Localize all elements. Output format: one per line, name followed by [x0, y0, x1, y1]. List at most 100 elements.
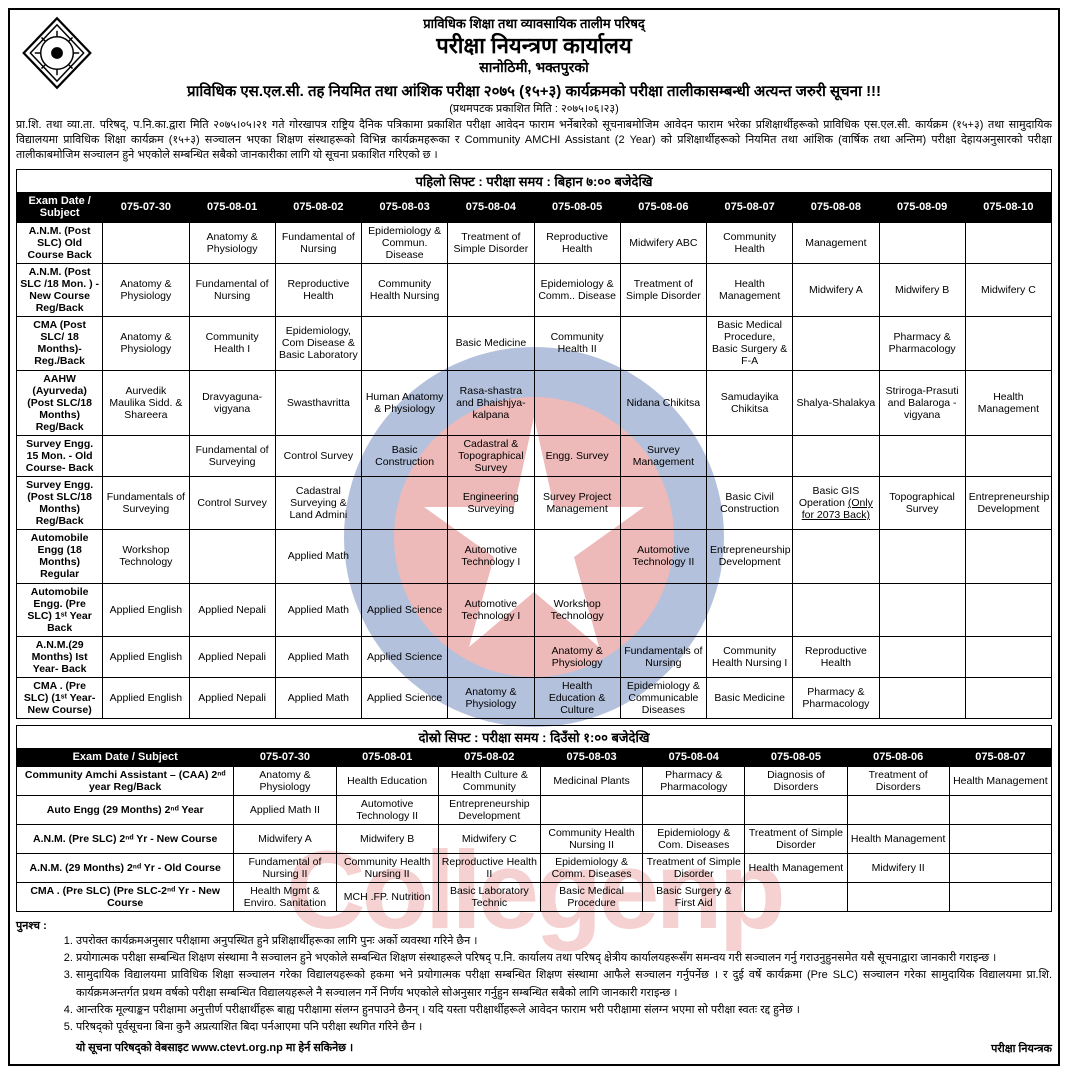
cell: Aurvedik Maulika Sidd. & Shareera: [103, 370, 189, 435]
col-header: 075-07-30: [234, 749, 336, 767]
cell: [540, 795, 642, 824]
cell: [793, 530, 879, 583]
cell: Community Health Nursing II: [540, 825, 642, 854]
cell: Applied Nepali: [189, 677, 275, 718]
col-header: 075-08-04: [643, 749, 745, 767]
cell: Reproductive Health: [534, 222, 620, 263]
cell: [362, 477, 448, 530]
cell: Anatomy & Physiology: [103, 317, 189, 370]
cell: [620, 583, 706, 636]
cell: Anatomy & Physiology: [534, 636, 620, 677]
cell: [879, 530, 965, 583]
cell: [793, 435, 879, 476]
cell: Epidemiology & Comm. Diseases: [540, 854, 642, 883]
cell: Dravyaguna-vigyana: [189, 370, 275, 435]
cell: Samudayika Chikitsa: [707, 370, 793, 435]
cell: Midwifery B: [879, 264, 965, 317]
footer-item: परिषद्को पूर्वसूचना बिना कुनै अप्रत्याशि…: [76, 1019, 1052, 1036]
cell: Fundamental of Surveying: [189, 435, 275, 476]
col-header: 075-08-01: [189, 192, 275, 222]
cell: [448, 636, 534, 677]
cell: Anatomy & Physiology: [103, 264, 189, 317]
table-row: A.N.M.(29 Months) Ist Year- BackApplied …: [17, 636, 1052, 677]
cell: Applied English: [103, 636, 189, 677]
cell: Health Management: [745, 854, 847, 883]
cell: Fundamentals of Nursing: [620, 636, 706, 677]
row-label: Auto Engg (29 Months) 2ⁿᵈ Year: [17, 795, 234, 824]
cell: Engg. Survey: [534, 435, 620, 476]
cell: [793, 317, 879, 370]
cell: Health Education: [336, 766, 438, 795]
cell: [362, 530, 448, 583]
table-row: A.N.M. (Pre SLC) 2ⁿᵈ Yr - New CourseMidw…: [17, 825, 1052, 854]
cell: Applied Math: [275, 636, 361, 677]
table-row: Automobile Engg. (Pre SLC) 1ˢᵗ Year Back…: [17, 583, 1052, 636]
table-row: Survey Engg.(Post SLC/18 Months) Reg/Bac…: [17, 477, 1052, 530]
cell: Applied Math: [275, 583, 361, 636]
cell: [965, 222, 1051, 263]
cell: Workshop Technology: [103, 530, 189, 583]
row-label: Automobile Engg (18 Months) Regular: [17, 530, 103, 583]
cell: [949, 854, 1051, 883]
cell: Management: [793, 222, 879, 263]
col-header: 075-08-06: [847, 749, 949, 767]
cell: Fundamental of Nursing: [275, 222, 361, 263]
cell: Shalya-Shalakya: [793, 370, 879, 435]
cell: [620, 317, 706, 370]
cell: Nidana Chikitsa: [620, 370, 706, 435]
cell: Automotive Technology I: [448, 530, 534, 583]
cell: [879, 435, 965, 476]
row-label: A.N.M. (Pre SLC) 2ⁿᵈ Yr - New Course: [17, 825, 234, 854]
footer-list: उपरोक्त कार्यक्रमअनुसार परीक्षामा अनुपस्…: [16, 933, 1052, 1035]
cell: Automotive Technology I: [448, 583, 534, 636]
cell: Cadastral Surveying & Land Admini: [275, 477, 361, 530]
cell: [879, 583, 965, 636]
footer-item: प्रयोगात्मक परीक्षा सम्बन्धित शिक्षण संस…: [76, 950, 1052, 967]
shift2-title: दोस्रो सिफ्ट : परीक्षा समय : दिउँसो १:००…: [16, 725, 1052, 748]
table-row: Community Amchi Assistant – (CAA) 2ⁿᵈ ye…: [17, 766, 1052, 795]
cell: [879, 677, 965, 718]
col-header: 075-08-02: [438, 749, 540, 767]
cell: Midwifery A: [234, 825, 336, 854]
intro-paragraph: प्रा.शि. तथा व्या.ता. परिषद्, प.नि.का.द्…: [16, 118, 1052, 163]
cell: Epidemiology & Com. Diseases: [643, 825, 745, 854]
cell: [707, 435, 793, 476]
row-label: CMA (Post SLC/ 18 Months)- Reg./Back: [17, 317, 103, 370]
punas-label: पुनश्च :: [16, 918, 66, 933]
table-row: AAHW (Ayurveda) (Post SLC/18 Months) Reg…: [17, 370, 1052, 435]
cell: [643, 795, 745, 824]
cell: Applied English: [103, 583, 189, 636]
cell: Midwifery C: [438, 825, 540, 854]
cell: Health Management: [949, 766, 1051, 795]
footer-notes: पुनश्च : उपरोक्त कार्यक्रमअनुसार परीक्षा…: [16, 918, 1052, 1055]
cell: Basic Laboratory Technic: [438, 883, 540, 912]
cell: Fundamentals of Surveying: [103, 477, 189, 530]
cell: Basic Surgery & First Aid: [643, 883, 745, 912]
col-header: Exam Date / Subject: [17, 749, 234, 767]
cell: Engineering Surveying: [448, 477, 534, 530]
cell: Treatment of Simple Disorder: [448, 222, 534, 263]
cell: Basic Medicine: [707, 677, 793, 718]
cell: Entrepreneurship Development: [438, 795, 540, 824]
col-header: 075-08-03: [362, 192, 448, 222]
cell: Pharmacy & Pharmacology: [643, 766, 745, 795]
col-header: 075-07-30: [103, 192, 189, 222]
cell: Health Education & Culture: [534, 677, 620, 718]
col-header: 075-08-05: [745, 749, 847, 767]
cell: Entrepreneurship Development: [707, 530, 793, 583]
cell: [879, 222, 965, 263]
row-label: Survey Engg.(Post SLC/18 Months) Reg/Bac…: [17, 477, 103, 530]
row-label: Survey Engg. 15 Mon. - Old Course- Back: [17, 435, 103, 476]
cell: Anatomy & Physiology: [189, 222, 275, 263]
cell: [965, 636, 1051, 677]
cell: Midwifery C: [965, 264, 1051, 317]
col-header: 075-08-09: [879, 192, 965, 222]
cell: [448, 264, 534, 317]
row-label: Automobile Engg. (Pre SLC) 1ˢᵗ Year Back: [17, 583, 103, 636]
cell: [620, 477, 706, 530]
cell: Automotive Technology II: [336, 795, 438, 824]
table-row: A.N.M. (Post SLC) Old Course BackAnatomy…: [17, 222, 1052, 263]
cell: Health Management: [707, 264, 793, 317]
cell: Treatment of Simple Disorder: [643, 854, 745, 883]
cell: [745, 795, 847, 824]
